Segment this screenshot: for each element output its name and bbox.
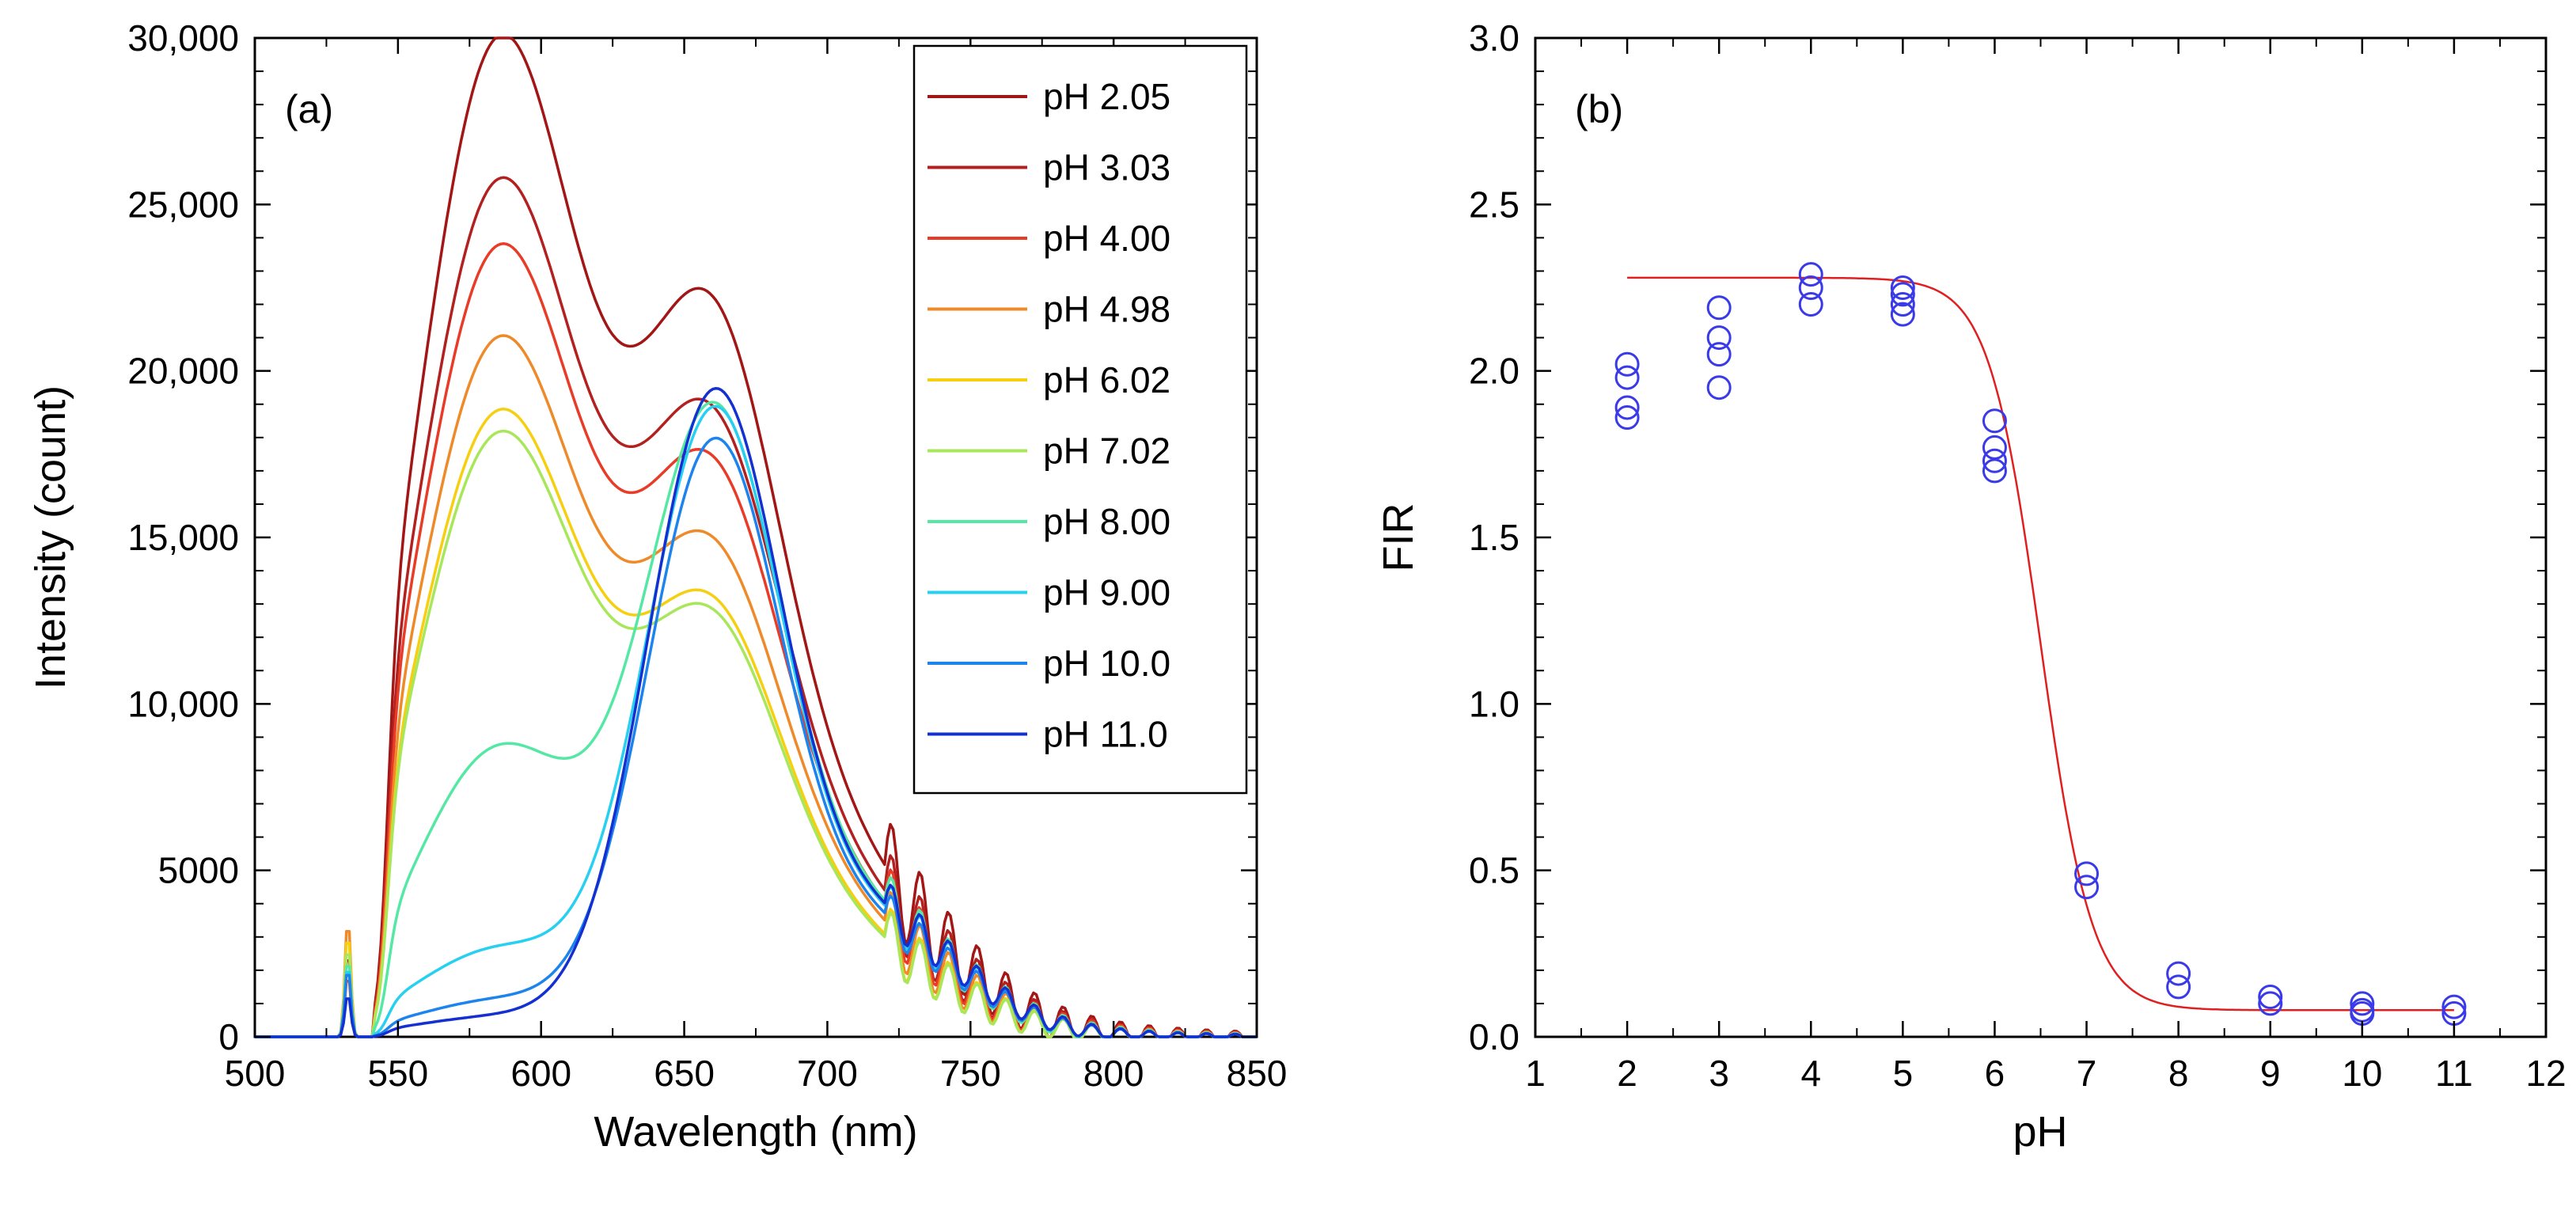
fir-data-point <box>2258 991 2283 1016</box>
fir-panel-label: (b) <box>1575 87 1623 131</box>
fir-data-point <box>1890 302 1915 327</box>
spectrum-x-tick-label: 850 <box>1227 1053 1288 1094</box>
spectrum-x-tick-label: 700 <box>797 1053 858 1094</box>
fir-data-point <box>1982 458 2007 484</box>
spectrum-axis-ticks: 500 550 600 650 700 750 800 850 0 5000 10,000 15,00… <box>127 17 1287 1094</box>
fir-data-point <box>1614 365 1640 390</box>
fir-data-point <box>2258 985 2283 1010</box>
fir-data-point <box>1890 282 1915 307</box>
spectrum-legend-label: pH 4.00 <box>1043 218 1170 259</box>
fir-data-point <box>2350 991 2375 1016</box>
spectrum-legend-label: pH 3.03 <box>1043 147 1170 188</box>
fir-data-point <box>1706 325 1732 351</box>
fir-plot-frame <box>1534 36 2548 1038</box>
fir-data-point <box>1614 405 1640 431</box>
spectrum-y-tick-label: 10,000 <box>127 683 239 724</box>
spectrum-y-tick-label: 30,000 <box>127 17 239 59</box>
spectrum-x-tick-label: 800 <box>1083 1053 1144 1094</box>
fir-data-point <box>1614 395 1640 420</box>
fir-data-point <box>1706 295 1732 321</box>
spectrum-x-tick-label: 500 <box>225 1053 286 1094</box>
fir-x-tick-label: 5 <box>1893 1053 1914 1094</box>
fir-data-points <box>1614 262 2467 1027</box>
fir-y-tick-label: 1.5 <box>1469 517 1519 558</box>
fir-data-point <box>1614 351 1640 377</box>
fir-y-tick-label: 1.0 <box>1469 683 1519 724</box>
fir-fit-curve <box>1627 276 2454 1012</box>
spectrum-y-tick-label: 20,000 <box>127 351 239 392</box>
fir-x-tick-label: 7 <box>2077 1053 2097 1094</box>
spectrum-chart: 500 550 600 650 700 750 800 850 0 5000 10,000 15,00… <box>27 17 1287 1156</box>
spectrum-legend-label: pH 8.00 <box>1043 501 1170 542</box>
fir-data-point <box>1798 292 1823 317</box>
spectrum-panel-label: (a) <box>285 87 333 131</box>
fir-data-point <box>1890 292 1915 317</box>
fir-axis-ticks: 1 2 3 4 5 6 7 8 9 10 11 120.00.51.01.52.02.53.0 <box>1469 17 2567 1094</box>
fir-x-tick-label: 2 <box>1617 1053 1637 1094</box>
fir-data-point <box>2166 961 2191 986</box>
spectrum-y-tick-label: 25,000 <box>127 184 239 225</box>
spectrum-x-tick-label: 600 <box>510 1053 571 1094</box>
fir-data-point <box>1706 375 1732 400</box>
fir-y-axis-title: FIR <box>1375 503 1422 572</box>
fir-data-point <box>1982 435 2007 460</box>
fir-y-tick-label: 0.5 <box>1469 850 1519 891</box>
fir-y-tick-label: 2.5 <box>1469 184 1519 225</box>
fir-x-axis-title: pH <box>2013 1108 2067 1156</box>
fir-x-tick-label: 6 <box>1985 1053 2005 1094</box>
fir-data-point <box>1982 408 2007 434</box>
spectrum-legend-label: pH 2.05 <box>1043 76 1170 117</box>
spectrum-series-line <box>255 36 1258 1038</box>
fir-x-tick-label: 11 <box>2435 1053 2473 1094</box>
fir-data-point <box>1982 448 2007 473</box>
spectrum-y-tick-label: 0 <box>218 1016 239 1057</box>
fir-data-point <box>2166 974 2191 1000</box>
spectrum-x-tick-label: 750 <box>940 1053 1001 1094</box>
spectrum-x-axis-title: Wavelength (nm) <box>594 1108 917 1156</box>
spectrum-lines <box>255 36 1258 1038</box>
fir-data-point <box>1798 262 1823 287</box>
spectrum-legend-box <box>912 44 1248 795</box>
fir-data-point <box>1706 342 1732 367</box>
spectrum-legend-label: pH 11.0 <box>1043 714 1168 755</box>
fir-data-point <box>2074 875 2100 900</box>
spectrum-legend-label: pH 4.98 <box>1043 289 1170 330</box>
fir-data-point <box>2074 861 2100 886</box>
fir-x-tick-label: 9 <box>2260 1053 2281 1094</box>
fir-y-tick-label: 2.0 <box>1469 351 1519 392</box>
fir-chart: 1 2 3 4 5 6 7 8 9 10 11 120.00.51.01.52.02.53.0 (b)… <box>1375 17 2567 1156</box>
spectrum-legend-label: pH 9.00 <box>1043 572 1170 613</box>
fir-y-tick-label: 0.0 <box>1469 1016 1519 1057</box>
fir-data-point <box>1890 275 1915 300</box>
fir-x-tick-label: 1 <box>1525 1053 1546 1094</box>
fir-data-point <box>2441 994 2467 1019</box>
spectrum-y-tick-label: 5000 <box>158 850 239 891</box>
spectrum-legend-label: pH 6.02 <box>1043 359 1170 400</box>
fir-data-point <box>1798 275 1823 300</box>
spectrum-series-line <box>255 386 1257 1038</box>
spectrum-x-tick-label: 550 <box>367 1053 428 1094</box>
spectrum-y-axis-title: Intensity (count) <box>27 385 74 689</box>
fir-x-tick-label: 8 <box>2168 1053 2189 1094</box>
fir-x-tick-label: 12 <box>2525 1053 2566 1094</box>
fir-y-tick-label: 3.0 <box>1469 17 1519 59</box>
spectrum-legend: pH 2.05 pH 3.03 pH 4.00 pH 4.98 pH 6.02 pH 7.… <box>912 44 1248 795</box>
spectrum-legend-label: pH 7.02 <box>1043 431 1170 472</box>
spectrum-legend-label: pH 10.0 <box>1043 643 1170 684</box>
fir-x-tick-label: 4 <box>1800 1053 1821 1094</box>
fir-x-tick-label: 3 <box>1709 1053 1729 1094</box>
fir-fit-curve-group <box>1627 276 2454 1012</box>
fir-x-tick-label: 10 <box>2342 1053 2382 1094</box>
spectrum-x-tick-label: 650 <box>654 1053 715 1094</box>
spectrum-y-tick-label: 15,000 <box>127 517 239 558</box>
